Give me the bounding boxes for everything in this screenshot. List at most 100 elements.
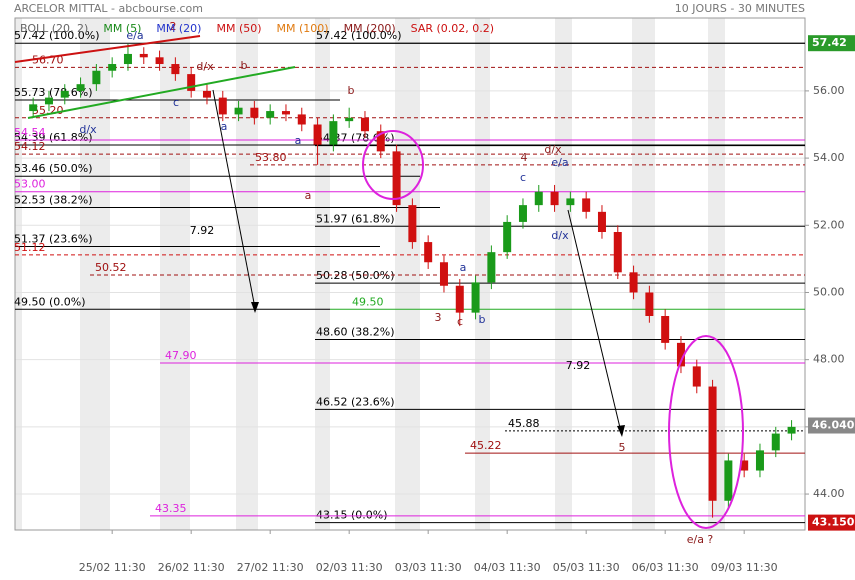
- wave-label: a: [221, 120, 228, 133]
- candle-body: [297, 114, 306, 125]
- candle-body: [708, 386, 717, 501]
- level-label: 49.50 (0.0%): [14, 295, 86, 308]
- candle-body: [550, 191, 559, 206]
- legend-entry: MM (50): [216, 22, 261, 35]
- wave-label: a: [460, 261, 467, 274]
- legend-entry: SAR (0.02, 0.2): [411, 22, 494, 35]
- level-label: 52.53 (38.2%): [14, 193, 93, 206]
- candle-body: [724, 460, 733, 501]
- wave-label: 2: [170, 20, 177, 33]
- level-label: 53.46 (50.0%): [14, 162, 93, 175]
- candle-body: [281, 111, 290, 115]
- highlight-ellipse: [362, 130, 424, 200]
- candle-body: [787, 426, 796, 434]
- candle-body: [740, 460, 749, 471]
- wave-label: b: [241, 59, 248, 72]
- candle-body: [76, 84, 85, 91]
- candle-body: [187, 74, 196, 91]
- candle-body: [455, 285, 464, 313]
- y-tick-label: 48.00: [813, 353, 845, 366]
- level-label: 45.88: [508, 417, 540, 430]
- candle-body: [439, 262, 448, 286]
- wave-label: e/a: [551, 156, 568, 169]
- y-tick-label: 52.00: [813, 218, 845, 231]
- trend-line: [14, 35, 201, 63]
- wave-label: 3: [435, 311, 442, 324]
- x-tick-label: 03/03 11:30: [395, 561, 462, 574]
- x-tick-label: 26/02 11:30: [158, 561, 225, 574]
- candle-body: [755, 450, 764, 471]
- level-label: 55.73 (78.6%): [14, 86, 93, 99]
- wave-label: 4: [521, 151, 528, 164]
- candle-body: [518, 205, 527, 222]
- day-band: [15, 18, 22, 530]
- highlight-ellipse: [668, 335, 744, 529]
- candle-body: [376, 131, 385, 152]
- arrow-head: [617, 425, 625, 437]
- wave-label: c: [457, 315, 463, 328]
- level-label: 53.00: [14, 178, 46, 191]
- candle-body: [771, 433, 780, 451]
- candle-body: [29, 104, 38, 112]
- legend-entry: MM (5): [103, 22, 141, 35]
- price-tag-label: 46.040: [812, 419, 855, 432]
- level-label: 54.12: [14, 140, 46, 153]
- candle-body: [60, 90, 69, 98]
- x-tick-label: 05/03 11:30: [553, 561, 620, 574]
- legend-entry: MM (20): [156, 22, 201, 35]
- candle-body: [345, 117, 354, 122]
- candle-body: [487, 252, 496, 283]
- level-label: 47.90: [165, 349, 197, 362]
- candle-body: [534, 191, 543, 206]
- candle-body: [218, 97, 227, 115]
- price-tag: [808, 514, 855, 531]
- arrow: [567, 209, 622, 433]
- candle-body: [329, 121, 338, 145]
- wave-label: e/a: [126, 29, 143, 42]
- level-label: 51.12: [14, 241, 46, 254]
- level-label: 54.54: [14, 126, 46, 139]
- candle-body: [171, 64, 180, 75]
- day-band: [160, 18, 190, 530]
- wave-label: b: [479, 313, 486, 326]
- price-tag-label: 57.42: [812, 36, 847, 49]
- candle-body: [597, 211, 606, 233]
- candle-body: [202, 90, 211, 98]
- level-label: 57.42 (100.0%): [316, 29, 402, 42]
- level-label: 43.15 (0.0%): [316, 509, 388, 522]
- wave-label: d/x: [79, 123, 97, 136]
- candle-body: [471, 282, 480, 313]
- y-tick-label: 56.00: [813, 84, 845, 97]
- day-band: [395, 18, 420, 530]
- wave-label: e/a ?: [687, 533, 714, 546]
- wave-label: d/x: [196, 60, 214, 73]
- candle-body: [108, 64, 117, 71]
- level-label: 50.52: [95, 261, 127, 274]
- y-tick-label: 44.00: [813, 487, 845, 500]
- legend-entry: MM (200): [344, 22, 396, 35]
- level-label: 51.37 (23.6%): [14, 232, 93, 245]
- chart-subtitle: 10 JOURS - 30 MINUTES: [675, 2, 805, 15]
- x-tick-label: 04/03 11:30: [474, 561, 541, 574]
- wave-label: 7.92: [190, 224, 215, 237]
- candle-body: [424, 242, 433, 263]
- trend-line: [27, 66, 296, 119]
- wave-label: c: [173, 96, 179, 109]
- level-label: 57.42 (100.0%): [14, 29, 100, 42]
- wave-label: 7.92: [566, 359, 591, 372]
- candle-body: [155, 57, 164, 65]
- candle-body: [44, 97, 53, 105]
- levels: 57.42 (100.0%) 55.73 (78.6%) 54.39 (61.8%)…: [14, 29, 805, 524]
- day-band: [236, 18, 258, 530]
- candle-body: [613, 232, 622, 273]
- x-tick-label: 06/03 11:30: [632, 561, 699, 574]
- candle-body: [566, 198, 575, 206]
- x-tick-label: 09/03 11:30: [711, 561, 778, 574]
- x-tick-label: 02/03 11:30: [316, 561, 383, 574]
- wave-label: d/x: [551, 229, 569, 242]
- level-label: 51.97 (61.8%): [316, 212, 395, 225]
- arrow-head: [251, 302, 259, 313]
- wave-label: c: [520, 171, 526, 184]
